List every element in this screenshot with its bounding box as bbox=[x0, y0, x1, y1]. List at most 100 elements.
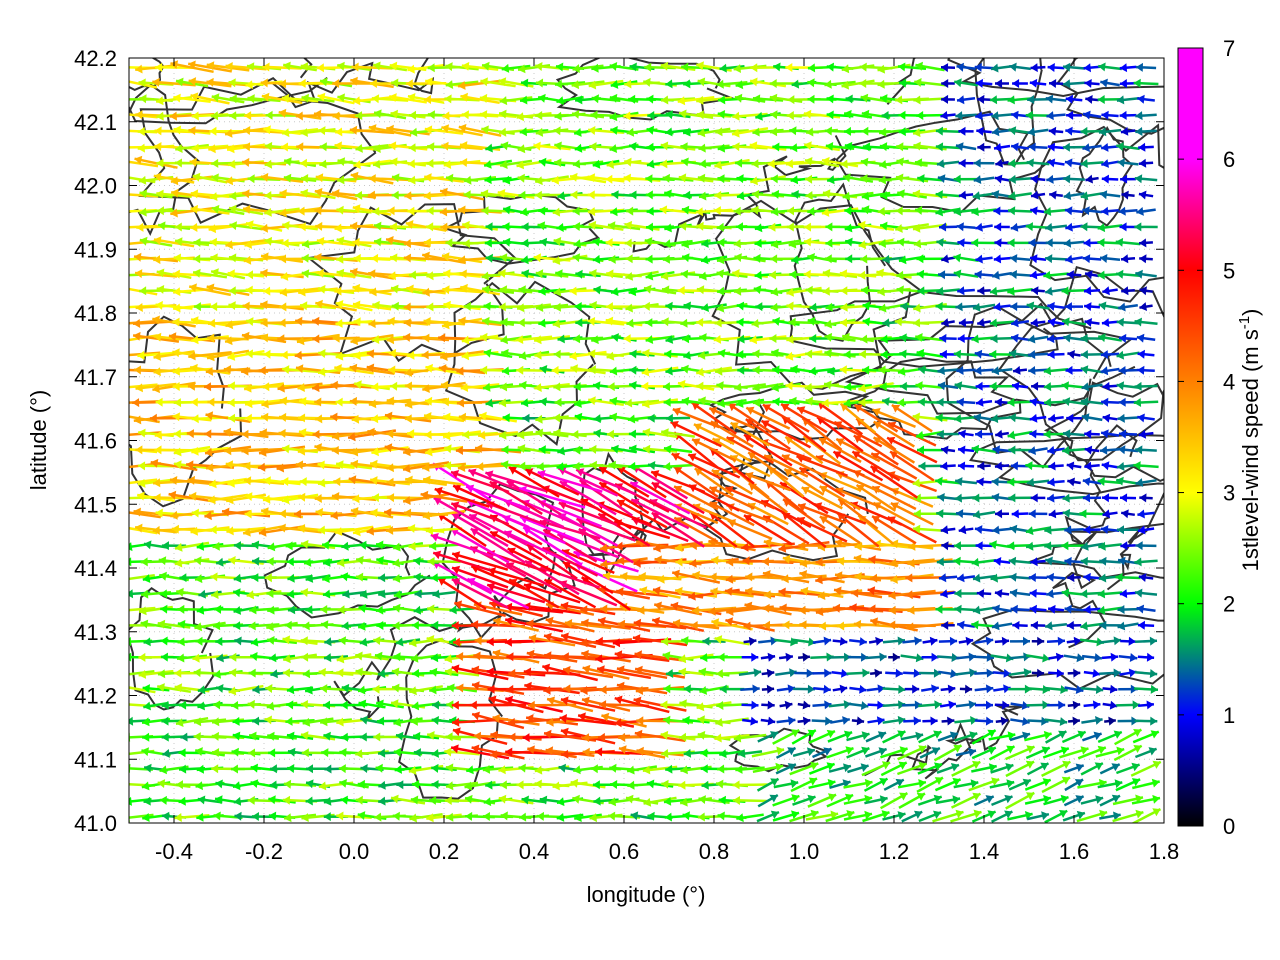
wind-vector-head bbox=[766, 668, 775, 678]
wind-vector bbox=[793, 684, 815, 694]
wind-vector bbox=[1076, 809, 1108, 823]
wind-vector-head bbox=[571, 430, 579, 439]
wind-vector-head bbox=[582, 696, 590, 706]
wind-vector bbox=[1059, 746, 1089, 759]
wind-vector bbox=[921, 652, 939, 662]
wind-vector bbox=[1029, 397, 1047, 407]
wind-vector-head bbox=[678, 654, 687, 664]
wind-vector-head bbox=[505, 695, 514, 705]
wind-vector-head bbox=[155, 397, 163, 407]
wind-vector-head bbox=[266, 589, 274, 598]
wind-vector bbox=[266, 621, 298, 632]
wind-vector-head bbox=[818, 621, 827, 631]
wind-vector-head bbox=[627, 780, 635, 790]
wind-vector-head bbox=[899, 746, 908, 755]
wind-vector bbox=[959, 684, 973, 694]
wind-vector-head bbox=[229, 652, 237, 662]
wind-vector bbox=[1081, 653, 1103, 663]
wind-vector bbox=[614, 695, 670, 714]
wind-vector bbox=[1063, 763, 1085, 774]
wind-vector-head bbox=[378, 796, 386, 806]
wind-vector-head bbox=[317, 460, 325, 470]
wind-vector bbox=[733, 733, 767, 743]
wind-vector-head bbox=[404, 414, 412, 424]
wind-vector bbox=[1008, 556, 1032, 566]
wind-vector-head bbox=[751, 652, 759, 662]
wind-vector-head bbox=[377, 716, 385, 726]
wind-vector bbox=[940, 445, 956, 455]
wind-vector-head bbox=[518, 763, 526, 773]
wind-vector-head bbox=[553, 382, 561, 392]
wind-vector-head bbox=[949, 636, 958, 646]
wind-vector-head bbox=[877, 684, 885, 694]
wind-vector bbox=[995, 716, 1009, 726]
wind-vector-head bbox=[233, 573, 242, 583]
wind-vector-head bbox=[935, 604, 943, 614]
wind-vector bbox=[1010, 717, 1030, 726]
wind-vector-head bbox=[878, 747, 887, 756]
wind-vector-head bbox=[413, 748, 421, 758]
wind-vector-head bbox=[864, 810, 872, 820]
wind-vector-head bbox=[1152, 760, 1161, 769]
wind-vector bbox=[752, 762, 784, 774]
wind-vector-head bbox=[987, 746, 996, 755]
wind-vector bbox=[570, 778, 606, 789]
wind-vector-head bbox=[1102, 381, 1110, 391]
wind-vector-head bbox=[424, 430, 432, 440]
wind-vector bbox=[1066, 461, 1082, 471]
wind-vector-head bbox=[986, 668, 994, 678]
wind-vector-head bbox=[572, 461, 580, 471]
wind-vector-head bbox=[918, 761, 927, 771]
wind-vector bbox=[807, 793, 837, 808]
wind-vector-head bbox=[553, 413, 561, 423]
wind-vector-head bbox=[250, 652, 258, 661]
wind-vector-head bbox=[501, 366, 510, 376]
wind-vector-head bbox=[301, 748, 309, 758]
wind-vector bbox=[1010, 604, 1030, 614]
wind-vector-head bbox=[734, 382, 742, 392]
wind-vector bbox=[1042, 746, 1070, 759]
wind-vector-head bbox=[302, 621, 310, 631]
wind-vector bbox=[741, 700, 759, 710]
wind-vector bbox=[775, 668, 797, 678]
wind-vector-head bbox=[248, 748, 256, 758]
contour-line bbox=[398, 638, 503, 800]
wind-vector-head bbox=[284, 620, 292, 630]
wind-vector bbox=[392, 811, 424, 821]
wind-vector-head bbox=[976, 397, 984, 407]
wind-vector bbox=[157, 683, 191, 694]
wind-vector bbox=[283, 653, 317, 664]
wind-vector bbox=[268, 811, 296, 821]
wind-vector-head bbox=[544, 729, 552, 739]
wind-vector-head bbox=[597, 665, 605, 675]
wind-vector bbox=[864, 795, 888, 805]
wind-vector bbox=[988, 745, 1016, 761]
wind-vector-head bbox=[192, 653, 200, 663]
wind-vector-head bbox=[610, 780, 618, 789]
wind-vector bbox=[885, 668, 903, 678]
wind-vector-head bbox=[719, 749, 727, 759]
wind-vector-head bbox=[616, 587, 624, 597]
wind-vector-head bbox=[508, 717, 516, 727]
wind-vector-head bbox=[440, 380, 449, 390]
wind-vector-head bbox=[823, 684, 831, 694]
wind-vector-head bbox=[216, 684, 224, 693]
wind-vector-head bbox=[913, 716, 921, 726]
wind-vector bbox=[898, 792, 926, 809]
wind-vector-head bbox=[1120, 541, 1128, 551]
wind-vector-head bbox=[580, 686, 588, 695]
wind-vector-head bbox=[133, 365, 141, 375]
wind-vector-head bbox=[807, 729, 816, 738]
wind-vector bbox=[941, 541, 955, 551]
wind-vector bbox=[357, 811, 387, 821]
wind-vector bbox=[972, 510, 996, 519]
wind-vector-head bbox=[627, 414, 636, 424]
wind-vector-head bbox=[178, 796, 186, 806]
wind-vector-head bbox=[268, 748, 276, 758]
wind-vector-head bbox=[282, 668, 290, 678]
wind-vector bbox=[1063, 653, 1085, 663]
wind-vector bbox=[1008, 668, 1032, 677]
wind-vector-head bbox=[625, 794, 634, 804]
wind-vector-head bbox=[300, 700, 308, 709]
wind-vector-head bbox=[933, 730, 942, 739]
